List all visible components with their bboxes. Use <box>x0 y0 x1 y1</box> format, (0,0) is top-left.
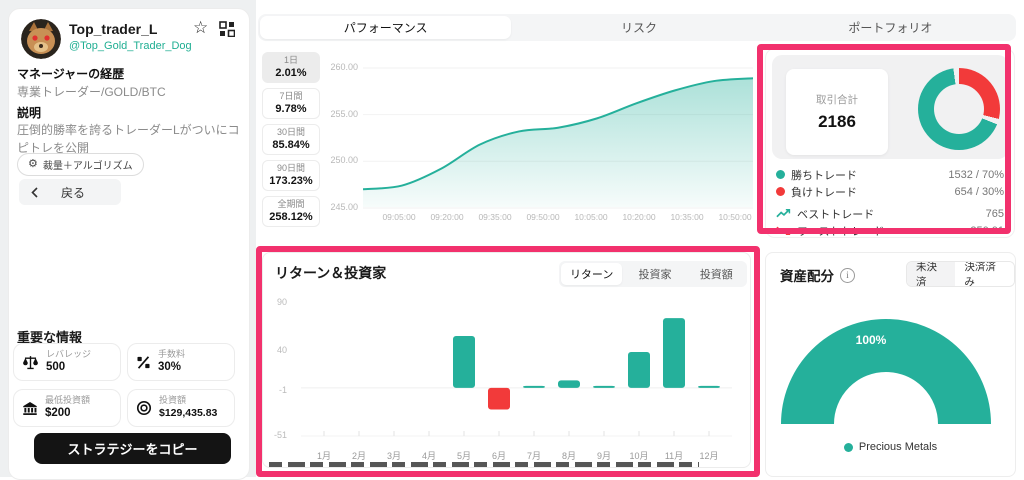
trader-name: Top_trader_L <box>69 21 158 37</box>
best-trade-row: ベストトレード 765 <box>776 206 1004 221</box>
tab-return[interactable]: リターン <box>561 263 623 285</box>
lose-trades-value: 654 / 30% <box>954 185 1004 198</box>
back-button[interactable]: 戻る <box>19 179 121 205</box>
bar-12月 <box>698 385 720 388</box>
trades-total-value: 2186 <box>818 112 856 131</box>
trend-up-icon <box>776 208 791 219</box>
period-7d[interactable]: 7日間 9.78% <box>262 88 320 119</box>
gauge-percent-label: 100% <box>855 333 887 347</box>
info-card-min-investment: 最低投資額 $200 <box>13 389 121 427</box>
allocation-legend-label: Precious Metals <box>858 441 938 453</box>
win-trades-value: 1532 / 70% <box>948 168 1004 181</box>
strategy-type-label: 裁量＋アルゴリズム <box>42 161 133 172</box>
trader-profile-card: Top_trader_L @Top_Gold_Trader_Dog ☆ マネージ… <box>8 8 250 480</box>
strategy-type-icon: ⚙ <box>28 158 38 170</box>
win-dot-icon <box>776 170 785 179</box>
info-card-leverage: レバレッジ 500 <box>13 343 121 381</box>
returns-card-title: リターン＆投資家 <box>275 265 387 281</box>
legend-dot-icon <box>843 442 853 452</box>
bar-9月 <box>593 385 615 388</box>
bank-icon <box>21 399 39 417</box>
bar-8月 <box>558 380 580 388</box>
allocation-gauge-chart <box>781 319 991 424</box>
period-all[interactable]: 全期間 258.12% <box>262 196 320 227</box>
tab-investment-amount[interactable]: 投資額 <box>699 269 733 281</box>
win-trades-row: 勝ちトレード 1532 / 70% <box>776 167 1004 182</box>
strategy-type-badge: ⚙ 裁量＋アルゴリズム <box>17 153 144 176</box>
fee-value: 30% <box>158 361 182 374</box>
clipped-footnote-text <box>269 462 699 467</box>
monthly-returns-bar-chart <box>301 318 732 437</box>
tab-open-positions[interactable]: 未決済 <box>907 262 956 286</box>
bar-7月 <box>523 385 545 388</box>
trend-down-icon <box>776 225 791 236</box>
best-trade-label: ベストトレード <box>797 208 875 221</box>
worst-trade-label: ワーストトレード <box>797 225 885 238</box>
info-card-investment: 投資額 $129,435.83 <box>127 389 235 427</box>
lose-trades-row: 負けトレード 654 / 30% <box>776 184 1004 199</box>
percent-icon <box>135 354 152 371</box>
trades-total-label: 取引合計 <box>816 94 858 106</box>
performance-area-chart <box>363 67 753 209</box>
trades-summary-panel: 取引合計 2186 勝ちトレード 1532 / 70% 負けトレード 654 /… <box>765 48 1015 238</box>
share-qr-icon[interactable] <box>219 21 235 37</box>
returns-tab-group: リターン 投資家 投資額 <box>559 261 747 287</box>
lose-trades-label: 負けトレード <box>791 186 857 199</box>
trades-total-container: 取引合計 2186 <box>772 55 1008 159</box>
favorite-star-icon[interactable]: ☆ <box>193 18 209 37</box>
experience-value: 専業トレーダー/GOLD/BTC <box>17 85 166 99</box>
performance-chart-x-axis: 09:05:00 09:20:00 09:35:00 09:50:00 10:05:00… <box>382 212 752 222</box>
bar-11月 <box>663 318 685 388</box>
target-icon <box>135 399 153 417</box>
win-lose-donut-chart <box>918 68 1000 150</box>
asset-allocation-card: 資産配分 i 未決済 決済済み 100% Precious Metals <box>765 252 1016 477</box>
info-card-fee: 手数料 30% <box>127 343 235 381</box>
allocation-title: 資産配分 <box>780 269 834 284</box>
period-90d[interactable]: 90日間 173.23% <box>262 160 320 191</box>
trades-total-card: 取引合計 2186 <box>786 69 888 155</box>
leverage-label: レバレッジ <box>46 348 92 359</box>
experience-label: マネージャーの経歴 <box>17 67 125 81</box>
copy-strategy-button[interactable]: ストラテジーをコピー <box>34 433 231 464</box>
bar-10月 <box>628 352 650 388</box>
min-investment-label: 最低投資額 <box>45 394 91 405</box>
investment-value: $129,435.83 <box>159 407 218 420</box>
period-30d[interactable]: 30日間 85.84% <box>262 124 320 155</box>
tab-portfolio[interactable]: ポートフォリオ <box>848 21 933 35</box>
tab-investors[interactable]: 投資家 <box>638 269 672 281</box>
lose-dot-icon <box>776 187 785 196</box>
description-label: 説明 <box>17 106 42 120</box>
tab-settled[interactable]: 決済済み <box>955 262 1014 286</box>
bar-6月 <box>488 387 510 410</box>
returns-investors-card: リターン＆投資家 リターン 投資家 投資額 90 40 -1 -51 1月 2月 3月 4月… <box>262 252 751 468</box>
main-tab-bar: パフォーマンス リスク ポートフォリオ <box>258 14 1016 41</box>
fee-label: 手数料 <box>158 348 186 359</box>
tab-risk[interactable]: リスク <box>620 21 657 35</box>
allocation-legend: Precious Metals <box>766 441 1015 453</box>
tab-performance[interactable]: パフォーマンス <box>260 16 512 39</box>
trader-avatar <box>21 19 61 59</box>
worst-trade-row: ワーストトレード -250.01 <box>776 223 1004 238</box>
back-button-label: 戻る <box>60 185 85 200</box>
worst-trade-value: -250.01 <box>966 224 1004 237</box>
scale-icon <box>21 353 40 372</box>
period-selector: 1日 2.01% 7日間 9.78% 30日間 85.84% 90日間 173.… <box>262 52 320 227</box>
allocation-tab-group: 未決済 決済済み <box>906 261 1015 287</box>
info-icon[interactable]: i <box>840 267 855 283</box>
period-1d[interactable]: 1日 2.01% <box>262 52 320 83</box>
chevron-left-icon <box>31 186 38 198</box>
donut-hole <box>934 84 984 134</box>
bar-5月 <box>453 336 475 388</box>
important-info-title: 重要な情報 <box>17 330 83 345</box>
investment-label: 投資額 <box>159 395 187 406</box>
win-trades-label: 勝ちトレード <box>791 169 857 182</box>
trader-handle[interactable]: @Top_Gold_Trader_Dog <box>69 40 192 52</box>
best-trade-value: 765 <box>985 207 1004 220</box>
leverage-value: 500 <box>46 361 66 374</box>
description-value: 圧倒的勝率を誇るトレーダーLがついにコピトレを公開 <box>17 123 240 155</box>
min-investment-value: $200 <box>45 407 71 420</box>
